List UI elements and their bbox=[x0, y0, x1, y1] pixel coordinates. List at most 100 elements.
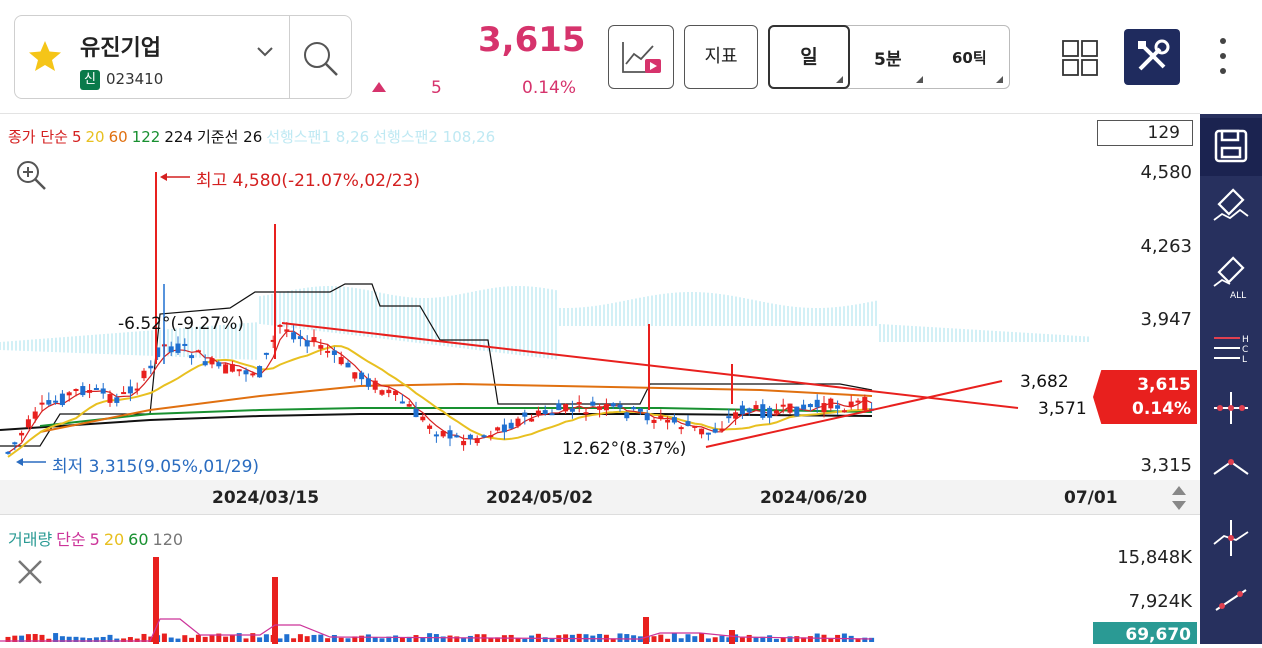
candle-body bbox=[243, 370, 249, 375]
volume-bar bbox=[291, 638, 297, 642]
volume-bar bbox=[114, 638, 120, 642]
zoom-in-icon[interactable] bbox=[14, 158, 48, 192]
hcl-line-button[interactable]: H C L bbox=[1200, 320, 1262, 378]
search-icon[interactable] bbox=[300, 38, 340, 78]
volume-bar bbox=[651, 636, 657, 642]
candle-body bbox=[223, 364, 229, 374]
volume-bar bbox=[726, 637, 732, 642]
header-divider bbox=[0, 113, 1200, 114]
candle-body bbox=[372, 380, 378, 390]
volume-bar bbox=[692, 636, 698, 642]
volume-legend-item: 단순 bbox=[56, 530, 86, 549]
volume-bar bbox=[161, 633, 167, 642]
candle-body bbox=[59, 393, 65, 406]
candle-body bbox=[53, 400, 59, 403]
trend-line-button[interactable] bbox=[1200, 570, 1262, 628]
candle-body bbox=[195, 350, 201, 353]
stock-name[interactable]: 유진기업 bbox=[80, 36, 161, 61]
erase-all-button[interactable]: ALL bbox=[1200, 250, 1262, 308]
candle-body bbox=[685, 421, 691, 427]
candle-body bbox=[236, 369, 242, 372]
volume-y-label: 7,924K bbox=[1128, 591, 1192, 612]
candle-body bbox=[182, 343, 188, 346]
stock-selector[interactable] bbox=[14, 15, 352, 99]
price-chart[interactable] bbox=[0, 114, 1200, 480]
y-label: 4,580 bbox=[1140, 162, 1192, 183]
volume-bar bbox=[25, 634, 31, 642]
divider bbox=[289, 16, 290, 98]
peak-line-button[interactable] bbox=[1200, 440, 1262, 498]
candle-body bbox=[563, 404, 569, 412]
candle-body bbox=[304, 340, 310, 347]
trendline-lower-label: 3,571 bbox=[1038, 399, 1087, 419]
candle-body bbox=[522, 412, 528, 417]
chart-type-button[interactable] bbox=[608, 25, 674, 89]
candle-body bbox=[719, 428, 725, 431]
star-icon[interactable] bbox=[28, 40, 62, 72]
volume-bar bbox=[331, 634, 337, 642]
period-5min[interactable]: 5분 bbox=[874, 50, 902, 70]
price-tag-value: 3,615 bbox=[1137, 375, 1191, 395]
chart-legend: 종가 단순 5 20 60 122 224 기준선 26 선행스팬1 8,26 선행스팬2 10… bbox=[8, 126, 499, 147]
volume-bar bbox=[189, 637, 195, 642]
svg-text:ALL: ALL bbox=[1230, 291, 1246, 301]
volume-bar bbox=[59, 636, 65, 642]
candle-body bbox=[535, 410, 541, 415]
volume-bar bbox=[399, 637, 405, 642]
candle-body bbox=[447, 430, 453, 439]
volume-bar bbox=[352, 636, 358, 642]
period-day[interactable]: 일 bbox=[768, 25, 850, 89]
volume-bar bbox=[93, 637, 99, 642]
volume-chart[interactable] bbox=[0, 515, 1092, 644]
tools-button[interactable] bbox=[1124, 29, 1180, 85]
close-icon[interactable] bbox=[14, 556, 46, 588]
chart-play-icon bbox=[622, 42, 661, 73]
volume-bar bbox=[386, 636, 392, 642]
volume-bar bbox=[216, 633, 222, 642]
candle-body bbox=[569, 408, 575, 412]
candle-body bbox=[631, 407, 637, 410]
volume-bar bbox=[263, 634, 269, 642]
volume-bar bbox=[671, 633, 677, 642]
candle-body bbox=[311, 337, 317, 343]
visible-count[interactable]: 129 bbox=[1097, 120, 1193, 146]
volume-bar bbox=[685, 634, 691, 642]
volume-legend-item: 거래량 bbox=[8, 530, 53, 549]
crosshair-button[interactable] bbox=[1200, 378, 1262, 436]
volume-bar bbox=[454, 636, 460, 642]
x-axis[interactable] bbox=[0, 480, 1200, 514]
save-button[interactable] bbox=[1200, 118, 1262, 176]
grid-icon[interactable] bbox=[1062, 40, 1098, 76]
chevron-down-icon[interactable] bbox=[256, 46, 274, 58]
scroll-arrows-icon[interactable] bbox=[1170, 484, 1188, 512]
candle-body bbox=[658, 415, 664, 419]
candle-body bbox=[835, 405, 841, 409]
erase-button[interactable] bbox=[1200, 180, 1262, 238]
svg-text:C: C bbox=[1242, 345, 1248, 355]
candle-body bbox=[420, 416, 426, 421]
volume-bar bbox=[19, 635, 25, 642]
candle-body bbox=[229, 364, 235, 372]
indicator-button[interactable]: 지표 bbox=[684, 25, 758, 89]
trendline-down bbox=[281, 322, 1019, 409]
x-label: 2024/06/20 bbox=[760, 488, 868, 508]
volume-bar bbox=[393, 635, 399, 642]
trendline-up bbox=[705, 380, 1003, 448]
volume-bar bbox=[467, 635, 473, 642]
volume-bar bbox=[250, 633, 256, 642]
more-vertical-icon[interactable] bbox=[1214, 36, 1232, 76]
volume-bar bbox=[12, 635, 18, 642]
trendline-upper-label: 3,682 bbox=[1020, 372, 1069, 392]
candle-body bbox=[345, 362, 351, 368]
volume-bar bbox=[73, 636, 79, 642]
vertical-line-button[interactable] bbox=[1200, 508, 1262, 566]
volume-bar bbox=[141, 633, 147, 642]
period-60tick[interactable]: 60틱 bbox=[952, 49, 987, 67]
candle-body bbox=[481, 435, 487, 438]
trend-line-icon bbox=[1215, 589, 1247, 611]
ma60-line bbox=[39, 382, 873, 433]
candle-body bbox=[291, 332, 297, 340]
volume-bar bbox=[705, 638, 711, 642]
candle-body bbox=[46, 400, 52, 405]
volume-bar bbox=[522, 638, 528, 642]
